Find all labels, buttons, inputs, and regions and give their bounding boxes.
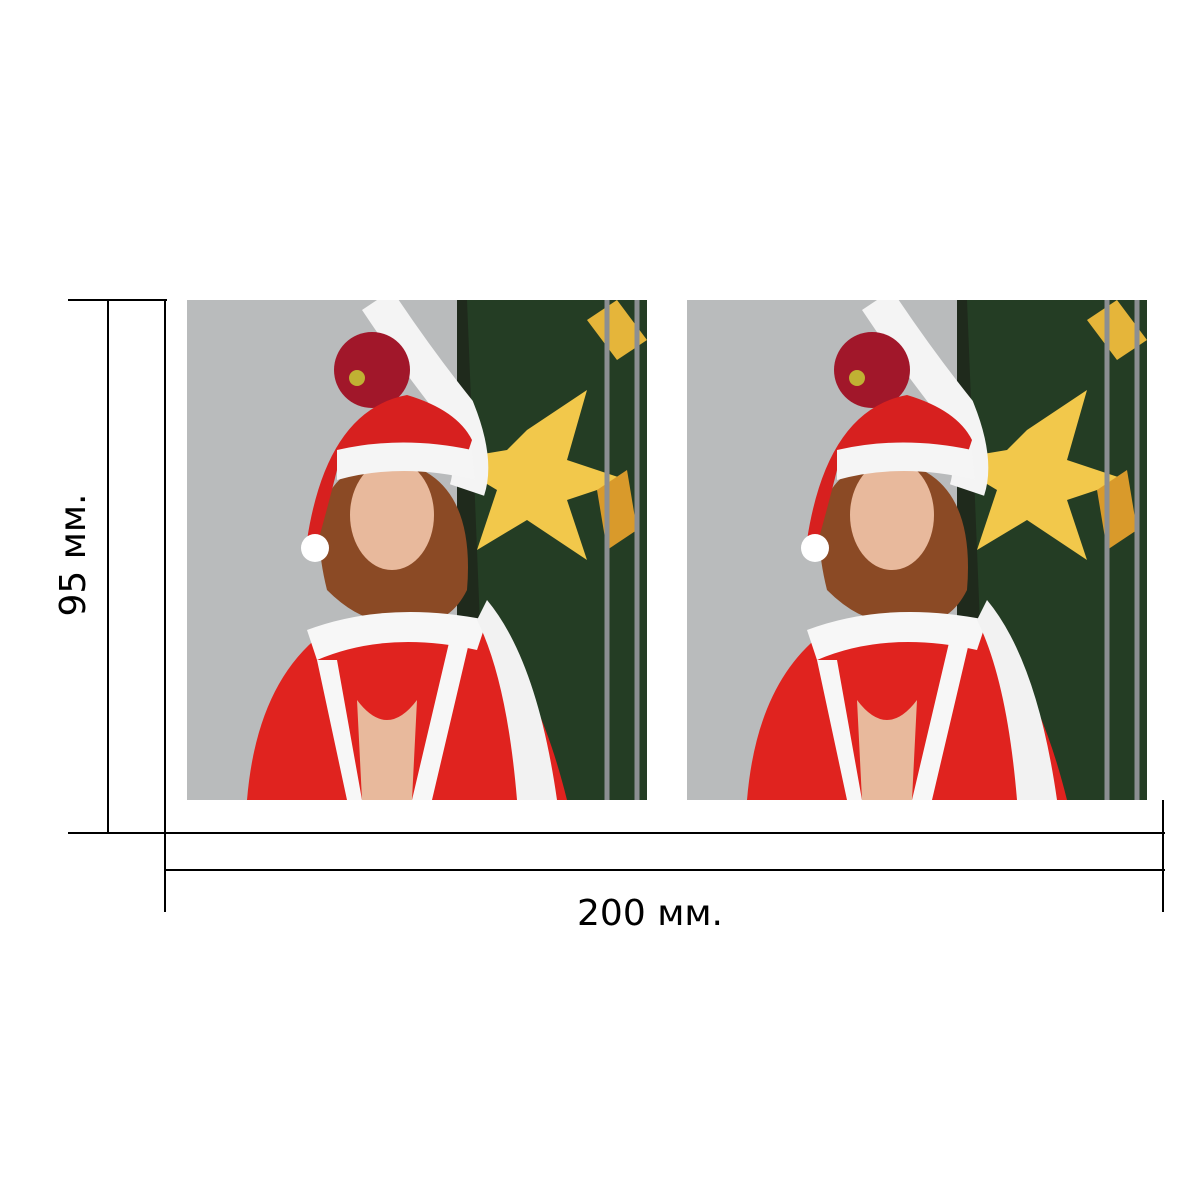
photo-left	[187, 300, 647, 800]
width-label: 200 мм.	[577, 893, 723, 934]
height-label: 95 мм.	[53, 493, 94, 616]
width-dimension	[164, 800, 1165, 912]
photo-right	[687, 300, 1147, 800]
height-dimension	[68, 299, 167, 834]
